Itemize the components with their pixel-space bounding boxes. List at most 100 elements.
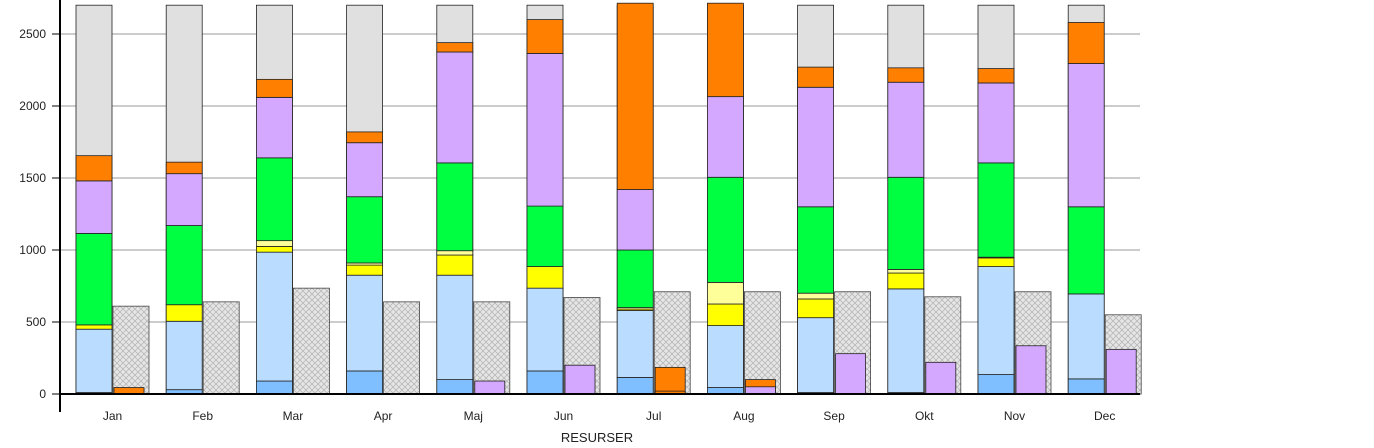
- stack-segment: [526, 266, 564, 289]
- x-tick-label: Jun: [554, 409, 573, 423]
- stack-segment: [797, 66, 834, 88]
- stack-segment: [797, 317, 834, 393]
- stack-segment: [255, 251, 293, 382]
- stack-segment: [436, 379, 474, 395]
- stack-segment: [436, 51, 474, 164]
- x-axis-label: RESURSER: [561, 430, 633, 445]
- stack-segment: [887, 67, 925, 83]
- stack-segment: [977, 162, 1015, 258]
- stack-segment: [75, 324, 113, 330]
- stack-segment: [75, 155, 113, 182]
- stack-segment: [707, 325, 744, 388]
- axes: Jan Feb Mar Apr Maj Jun Jul Aug Sep Okt Nov Dec: [59, 0, 1140, 423]
- stack-segment: [526, 370, 564, 395]
- x-tick-label: Aug: [733, 409, 754, 423]
- overlay-bar: [1105, 348, 1137, 395]
- stack-segment: [707, 303, 744, 327]
- stack-segment: [526, 205, 564, 267]
- stack-segment: [346, 264, 384, 276]
- stack-segment: [346, 131, 384, 144]
- x-tick-label: Dec: [1094, 409, 1115, 423]
- y-tick-label: 0: [39, 387, 46, 401]
- x-tick-label: Sep: [823, 409, 845, 423]
- hatched-bar: [383, 301, 421, 395]
- stack-segment: [255, 240, 293, 247]
- stack-segment: [165, 304, 203, 322]
- y-tick-label: 500: [26, 315, 46, 329]
- stack-segment: [165, 173, 203, 226]
- hatched-bar: [473, 301, 511, 395]
- stack-segment: [346, 274, 384, 372]
- stack-segment: [526, 19, 564, 54]
- stack-segment: [255, 380, 293, 395]
- stack-segment: [977, 257, 1015, 267]
- stack-segment: [75, 328, 113, 393]
- stack-segment: [616, 189, 654, 251]
- y-tick-label: 1000: [19, 243, 46, 257]
- stack-segment: [75, 233, 113, 326]
- stack-segment: [255, 245, 293, 253]
- stack-segment: [616, 249, 654, 308]
- x-tick-label: Apr: [374, 409, 393, 423]
- stack-segment: [977, 68, 1015, 84]
- hatched-bar: [202, 301, 240, 395]
- hatched-bar: [292, 287, 330, 395]
- overlay-inner-bar: [745, 386, 776, 395]
- stack-segment: [526, 287, 564, 372]
- stack-segment: [887, 81, 925, 178]
- stack-segment: [255, 78, 293, 98]
- overlay-bar: [474, 380, 506, 395]
- stack-segment: [1067, 63, 1105, 208]
- stack-segment: [1067, 378, 1105, 395]
- hatched-bar: [112, 305, 150, 395]
- stack-segment: [707, 281, 744, 305]
- stack-segment: [165, 320, 203, 391]
- overlay-bar: [925, 361, 957, 395]
- stack-segment: [436, 274, 474, 381]
- stack-segment: [797, 292, 834, 300]
- stack-segment: [436, 254, 474, 276]
- stack-segment: [346, 196, 384, 264]
- stack-segment: [616, 310, 654, 378]
- stack-segment: [616, 2, 654, 190]
- stack-segment: [1067, 293, 1105, 380]
- stack-segment: [436, 42, 474, 53]
- stack-segment: [977, 374, 1015, 395]
- stack-segment: [977, 82, 1015, 164]
- stack-segment: [797, 206, 834, 294]
- x-tick-label: Nov: [1004, 409, 1025, 423]
- stack-segment: [436, 162, 474, 252]
- overlay-bar: [654, 366, 686, 395]
- stack-segment: [707, 2, 744, 98]
- stack-segment: [616, 377, 654, 395]
- x-tick-label: Mar: [283, 409, 304, 423]
- stack-segment: [887, 176, 925, 270]
- stack-segment: [887, 288, 925, 393]
- stack-segment: [1067, 22, 1105, 64]
- stack-segment: [797, 298, 834, 319]
- x-tick-label: Jan: [103, 409, 122, 423]
- hatched-bar: [744, 291, 781, 395]
- x-tick-label: Okt: [915, 409, 934, 423]
- y-tick-label: 2000: [19, 99, 46, 113]
- y-tick-label: 2500: [19, 27, 46, 41]
- x-tick-label: Jul: [646, 409, 661, 423]
- stack-segment: [977, 266, 1015, 375]
- stack-segment: [887, 272, 925, 290]
- stack-segment: [346, 142, 384, 198]
- overlay-bar: [835, 353, 866, 395]
- stack-segment: [797, 86, 834, 208]
- stack-segment: [75, 180, 113, 234]
- stack-segment: [707, 176, 744, 283]
- stack-segment: [526, 53, 564, 207]
- x-tick-label: Feb: [192, 409, 213, 423]
- stack-segment: [436, 250, 474, 256]
- y-tick-label: 1500: [19, 171, 46, 185]
- stack-segment: [255, 157, 293, 242]
- bars: [75, 2, 1142, 395]
- stack-segment: [255, 96, 293, 159]
- stack-segment: [346, 370, 384, 395]
- overlay-bar: [564, 364, 596, 395]
- stack-segment: [887, 269, 925, 274]
